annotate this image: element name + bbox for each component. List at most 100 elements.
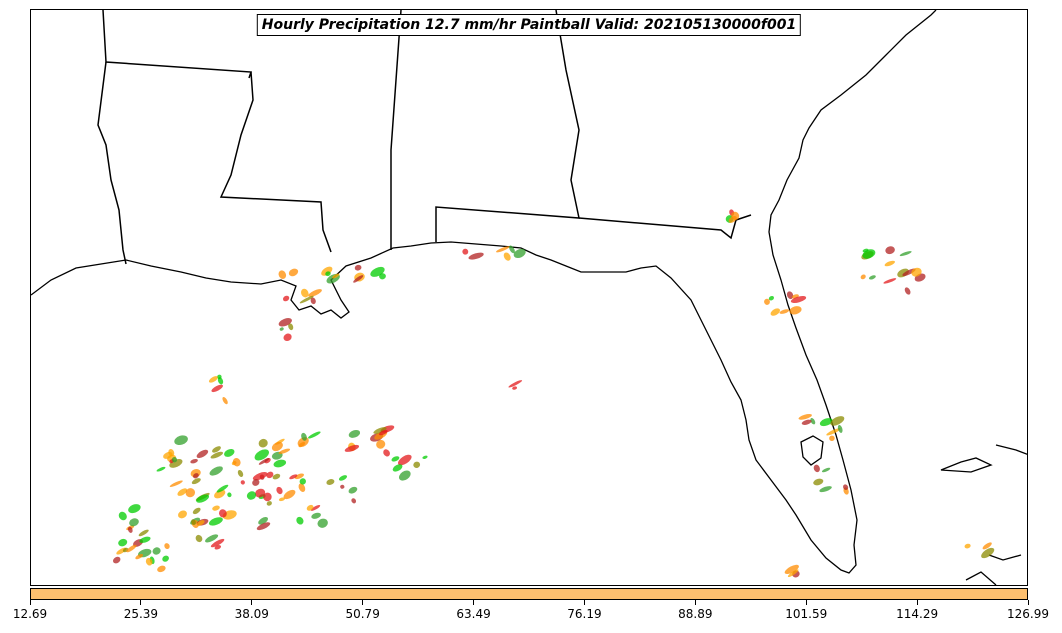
precip-paintball	[289, 474, 298, 480]
precip-paintball	[884, 260, 895, 267]
map-panel: Hourly Precipitation 12.7 mm/hr Paintbal…	[30, 9, 1028, 586]
precip-paintball	[819, 418, 833, 427]
precip-paintball	[112, 556, 121, 564]
precip-paintball	[829, 435, 835, 442]
precip-paintball	[209, 466, 223, 476]
precip-paintball	[210, 538, 225, 548]
precip-paintball	[299, 478, 306, 485]
precip-paintball	[354, 264, 362, 271]
precip-paintball	[127, 526, 133, 533]
precip-paintball	[193, 473, 199, 479]
precip-paintball	[310, 504, 321, 511]
precip-paintball	[378, 429, 388, 436]
colorbar	[30, 588, 1028, 600]
precip-paintball	[325, 271, 331, 277]
precip-paintball	[911, 267, 922, 277]
precip-paintball	[196, 494, 210, 503]
colorbar-tick	[805, 600, 807, 605]
precip-paintball	[219, 509, 227, 518]
precip-paintball	[885, 246, 895, 255]
precip-paintball	[255, 488, 266, 498]
precip-paintball	[508, 380, 523, 388]
precip-paintball	[156, 466, 166, 472]
precip-paintball	[177, 488, 188, 496]
precip-paintball	[256, 522, 271, 531]
colorbar-tick-label: 25.39	[123, 607, 159, 621]
precip-paintball	[240, 480, 245, 485]
colorbar-tick-label: 101.59	[785, 607, 828, 621]
precip-paintball	[258, 438, 268, 448]
precip-paintball	[216, 484, 229, 493]
precip-paintball	[258, 516, 269, 525]
precip-paintball	[278, 318, 292, 327]
precip-paintball	[232, 457, 241, 467]
precip-paintball	[298, 441, 306, 448]
precip-paintball	[272, 473, 281, 480]
precip-paintball	[288, 268, 299, 277]
precip-paintball	[503, 252, 511, 261]
precip-paintball	[860, 274, 866, 280]
precip-paintball	[787, 569, 799, 577]
precip-paintball	[383, 449, 390, 457]
precip-paintball	[192, 507, 201, 515]
precip-paintball	[246, 491, 257, 500]
precip-paintball	[152, 547, 161, 555]
colorbar-tick-label: 114.29	[896, 607, 939, 621]
precip-paintball	[135, 553, 144, 560]
precip-paintball	[392, 464, 403, 472]
precip-paintball	[191, 519, 196, 525]
precip-paintball	[413, 461, 421, 468]
precip-paintball	[174, 435, 188, 445]
colorbar-tick	[362, 600, 364, 605]
precip-paintball	[288, 323, 294, 331]
precip-paintball	[398, 454, 412, 466]
precip-paintball	[868, 275, 876, 280]
map-canvas	[31, 10, 1027, 585]
precip-paintball	[391, 456, 400, 462]
precip-paintball	[266, 501, 272, 506]
precipitation-paintballs	[112, 209, 995, 578]
precip-paintball	[258, 458, 270, 465]
precip-paintball	[801, 419, 812, 425]
precip-paintball	[351, 498, 357, 504]
precip-paintball	[373, 427, 387, 434]
precip-paintball	[276, 486, 283, 495]
precip-paintball	[883, 278, 897, 284]
precip-paintball	[790, 295, 807, 304]
precip-paintball	[214, 545, 222, 550]
precip-paintball	[830, 416, 845, 426]
precip-paintball	[468, 252, 484, 260]
precip-paintball	[837, 424, 843, 433]
precip-paintball	[340, 484, 345, 489]
precip-paintball	[138, 529, 149, 537]
colorbar-tick-label: 63.49	[456, 607, 491, 621]
precip-paintball	[422, 455, 428, 459]
colorbar-tick	[583, 600, 585, 605]
colorbar-tick-label: 88.89	[678, 607, 713, 621]
precip-paintball	[278, 497, 285, 502]
precip-paintball	[779, 309, 790, 314]
precip-paintball	[282, 295, 290, 302]
precip-paintball	[126, 544, 137, 553]
precip-paintball	[191, 478, 201, 485]
precip-paintball	[298, 483, 306, 492]
precip-paintball	[129, 518, 139, 527]
precip-paintball	[798, 414, 812, 420]
precip-paintball	[169, 480, 183, 487]
precip-paintball	[904, 287, 911, 295]
colorbar-tick	[1027, 600, 1029, 605]
precip-paintball	[196, 520, 205, 526]
precip-paintball	[786, 291, 794, 300]
precip-paintball	[376, 439, 386, 449]
precip-paintball	[813, 478, 824, 486]
precip-paintball	[306, 504, 314, 511]
precip-paintball	[496, 246, 510, 253]
precip-paintball	[118, 538, 128, 547]
precip-paintball	[178, 510, 187, 519]
precip-paintball	[338, 475, 348, 481]
precip-paintball	[294, 473, 305, 480]
precip-paintball	[279, 327, 284, 331]
precip-paintball	[139, 536, 151, 543]
precip-paintball	[118, 511, 127, 521]
precip-paintball	[810, 418, 816, 425]
